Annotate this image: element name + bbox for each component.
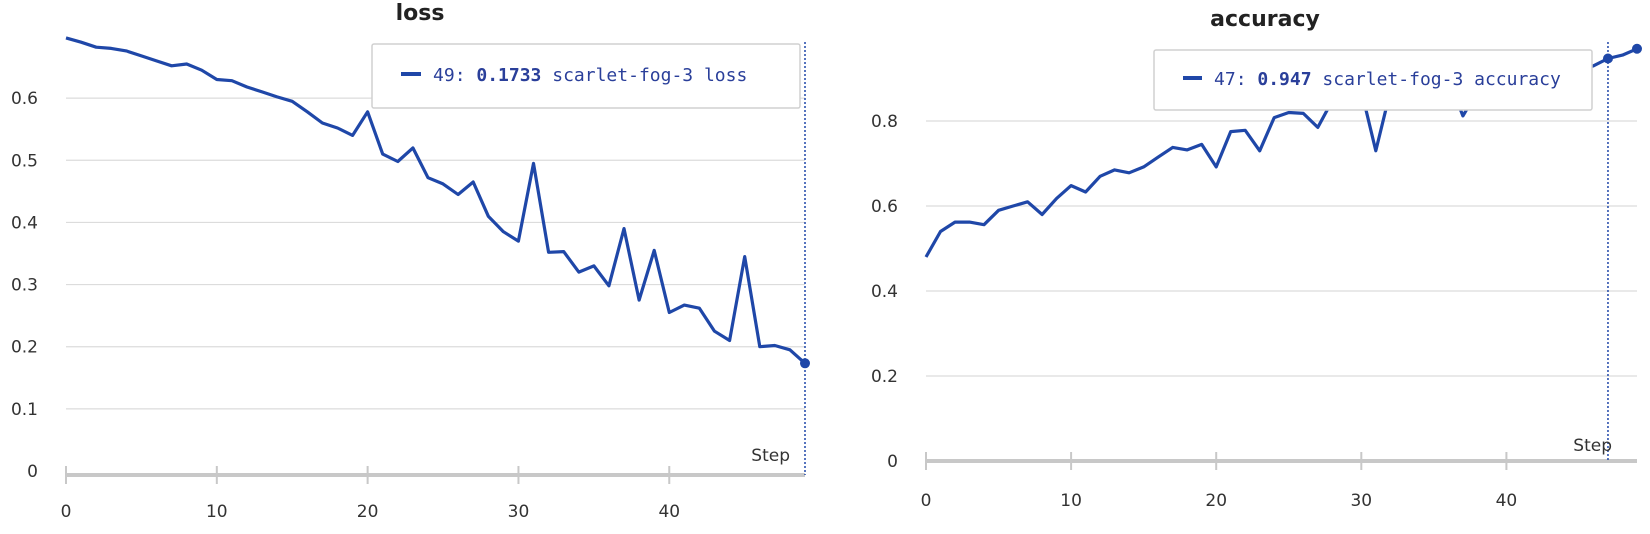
accuracy-chart-title: accuracy	[1210, 7, 1320, 32]
accuracy-tooltip: 47: 0.947 scarlet-fog-3 accuracy	[1153, 49, 1593, 111]
accuracy-tooltip-colon: :	[1236, 69, 1258, 90]
loss-y-tick-label: 0	[27, 462, 38, 482]
accuracy-gridlines	[926, 120, 1637, 377]
accuracy-x-tick-label: 30	[1350, 491, 1372, 511]
loss-chart-title: loss	[396, 1, 445, 26]
loss-tooltip-label: scarlet-fog-3 loss	[552, 65, 747, 86]
accuracy-x-axis	[925, 452, 1637, 470]
accuracy-tooltip-step: 47	[1214, 69, 1236, 90]
loss-tooltip-box	[371, 43, 801, 109]
accuracy-hover-point[interactable]	[1602, 53, 1613, 64]
loss-tooltip-step: 49	[433, 65, 455, 86]
loss-x-tick-labels: 0 10 20 30 40	[61, 502, 680, 522]
accuracy-tooltip-label: scarlet-fog-3 accuracy	[1322, 69, 1561, 90]
accuracy-x-tick-labels: 0 10 20 30 40	[921, 491, 1518, 511]
accuracy-y-tick-labels: 0 0.2 0.4 0.6 0.8	[871, 112, 898, 472]
loss-y-tick-labels: 0 0.1 0.2 0.3 0.4 0.5 0.6	[11, 89, 38, 482]
accuracy-y-tick-label: 0	[887, 452, 898, 472]
loss-x-tick-label: 10	[206, 502, 228, 522]
accuracy-tooltip-text: 47: 0.947 scarlet-fog-3 accuracy	[1214, 69, 1561, 90]
accuracy-tooltip-box	[1153, 49, 1593, 111]
accuracy-x-tick-label: 20	[1205, 491, 1227, 511]
accuracy-y-tick-label: 0.6	[871, 197, 898, 217]
loss-y-tick-label: 0.2	[11, 338, 38, 358]
loss-x-tick-label: 20	[357, 502, 379, 522]
accuracy-tooltip-value: 0.947	[1257, 69, 1311, 90]
accuracy-x-tick-label: 40	[1496, 491, 1518, 511]
accuracy-chart: accuracy 0 0.2 0.4 0.6 0.8 0 10 20 30 40 Step 47…	[871, 7, 1642, 511]
loss-y-tick-label: 0.1	[11, 400, 38, 420]
accuracy-x-axis-label: Step	[1573, 436, 1612, 456]
accuracy-y-tick-label: 0.2	[871, 367, 898, 387]
loss-hover-point[interactable]	[800, 358, 810, 369]
loss-y-tick-label: 0.6	[11, 89, 38, 109]
loss-series-line[interactable]	[65, 36, 807, 365]
loss-chart: loss 00.10.20.30.40.50.6 0 10 20 30 40 Step …	[11, 1, 810, 522]
accuracy-x-tick-label: 0	[921, 491, 932, 511]
accuracy-y-tick-label: 0.8	[871, 112, 898, 132]
loss-tooltip-text: 49: 0.1733 scarlet-fog-3 loss	[433, 65, 747, 86]
loss-tooltip-colon: :	[455, 65, 477, 86]
loss-gridlines	[66, 97, 805, 410]
loss-x-tick-label: 30	[508, 502, 530, 522]
loss-y-tick-label: 0.5	[11, 151, 38, 171]
loss-x-tick-label: 0	[61, 502, 72, 522]
accuracy-y-tick-label: 0.4	[871, 282, 898, 302]
loss-x-axis-label: Step	[751, 446, 790, 466]
loss-x-tick-label: 40	[658, 502, 680, 522]
loss-y-tick-label: 0.4	[11, 213, 38, 233]
loss-tooltip: 49: 0.1733 scarlet-fog-3 loss	[371, 43, 801, 109]
accuracy-tooltip-space	[1312, 69, 1323, 90]
accuracy-last-point	[1632, 43, 1642, 54]
accuracy-x-tick-label: 10	[1060, 491, 1082, 511]
loss-tooltip-space	[541, 65, 552, 86]
loss-tooltip-value: 0.1733	[476, 65, 541, 86]
loss-y-tick-label: 0.3	[11, 276, 38, 296]
loss-x-axis	[65, 466, 805, 484]
